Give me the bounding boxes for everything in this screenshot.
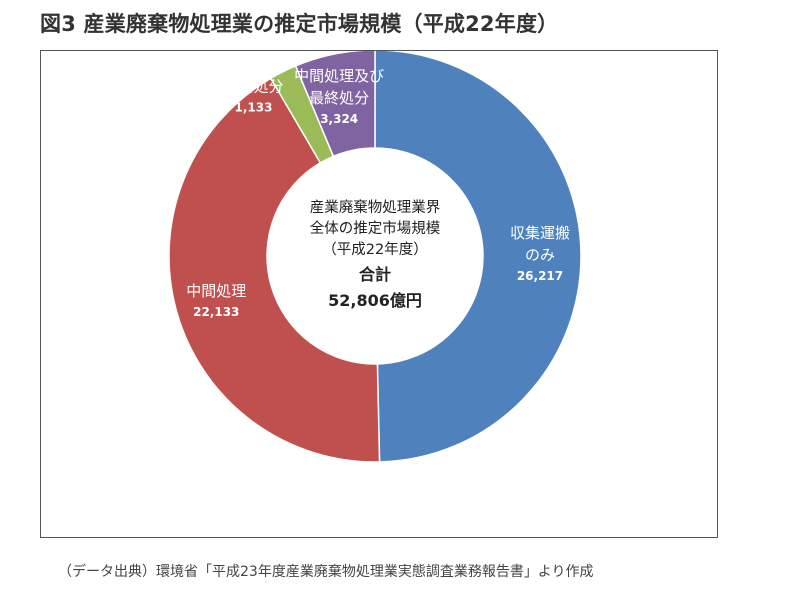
slice-label: 中間処理 [186, 282, 246, 300]
chart-title: 図3 産業廃棄物処理業の推定市場規模（平成22年度） [40, 12, 559, 36]
center-caption-line: （平成22年度） [322, 241, 427, 258]
center-caption-line: 産業廃棄物処理業界 [310, 198, 441, 216]
slice-value-label: 1,133 [235, 101, 273, 115]
chart-area: 収集運搬のみ 26,217 中間処理 22,133 最終処分 1,133 中間処理及び 最終処… [40, 50, 718, 538]
slice-collection-transport [374, 51, 582, 463]
slice-intermediate-treatment [168, 77, 381, 463]
center-total-value: 52,806億円 [328, 291, 422, 310]
slice-label: 収集運搬 [510, 224, 570, 242]
slice-value-label: 22,133 [193, 305, 239, 319]
slice-value-label: 3,324 [320, 112, 358, 126]
slice-value-label: 26,217 [517, 269, 563, 283]
slice-intermediate-and-final [294, 51, 376, 158]
slice-label: 中間処理及び [294, 67, 384, 85]
slice-label: のみ [525, 246, 555, 264]
center-caption-line: 全体の推定市場規模 [310, 219, 441, 237]
slice-label: 最終処分 [309, 89, 369, 107]
center-total-heading: 合計 [359, 265, 391, 284]
slice-label: 最終処分 [224, 78, 284, 96]
data-source-note: （データ出典）環境省「平成23年度産業廃棄物処理業実態調査業務報告書」より作成 [58, 564, 594, 580]
